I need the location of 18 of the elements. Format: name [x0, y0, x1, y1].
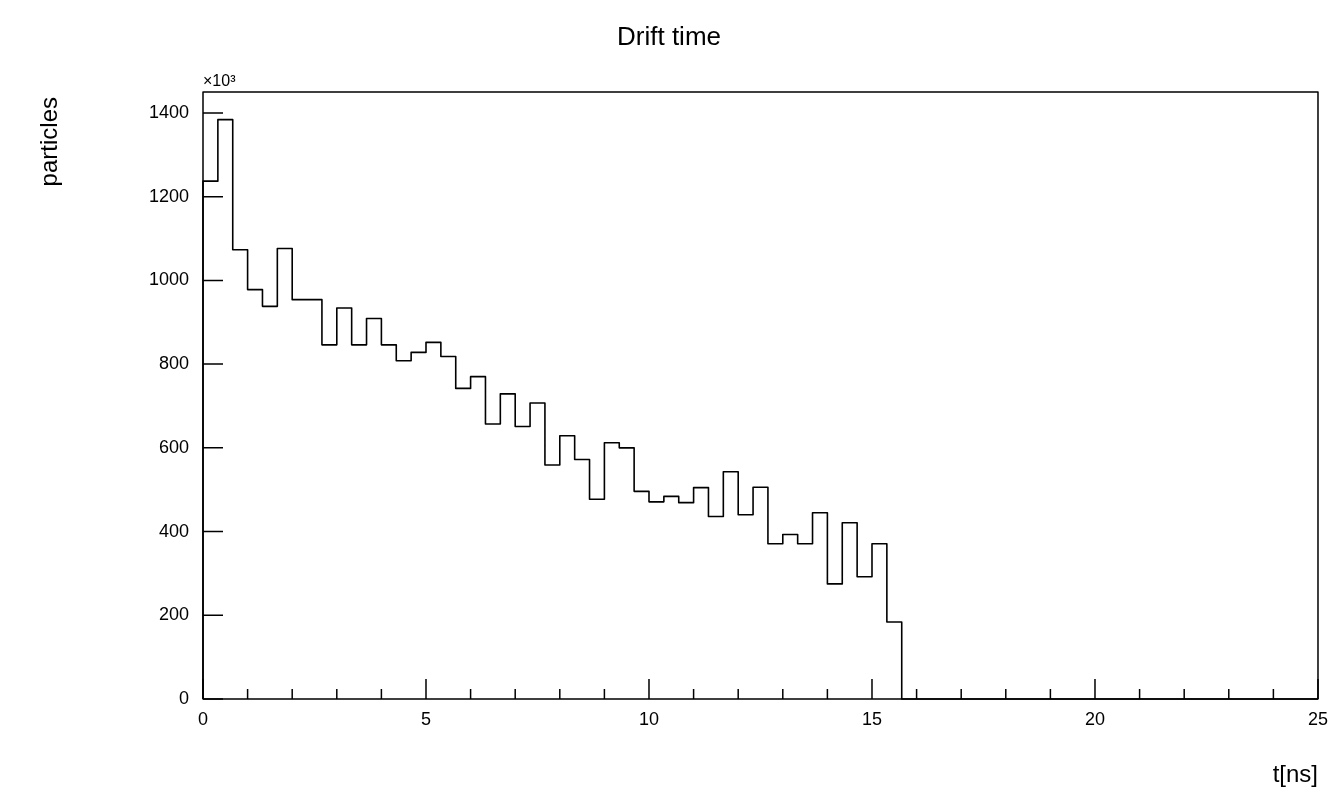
y-tick-label: 1400 [148, 101, 189, 122]
x-tick-label: 5 [420, 708, 432, 729]
x-tick-label: 15 [861, 708, 883, 729]
y-tick-label: 200 [158, 604, 189, 625]
chart-title: Drift time [617, 21, 721, 52]
y-tick-label: 400 [158, 520, 189, 541]
x-tick-label: 10 [638, 708, 660, 729]
y-axis-title: particles [34, 97, 62, 187]
x-tick-label: 20 [1084, 708, 1106, 729]
x-axis-title: t[ns] [1272, 759, 1318, 787]
y-tick-label: 1200 [148, 185, 189, 206]
text: ×10³ [203, 72, 237, 90]
y-tick-label: 0 [178, 687, 189, 708]
y-tick-label: 600 [158, 436, 189, 457]
x-tick-label: 25 [1307, 708, 1328, 729]
x-tick-label: 0 [197, 708, 209, 729]
y-tick-label: 800 [158, 353, 189, 374]
y-tick-label: 1000 [148, 269, 189, 290]
